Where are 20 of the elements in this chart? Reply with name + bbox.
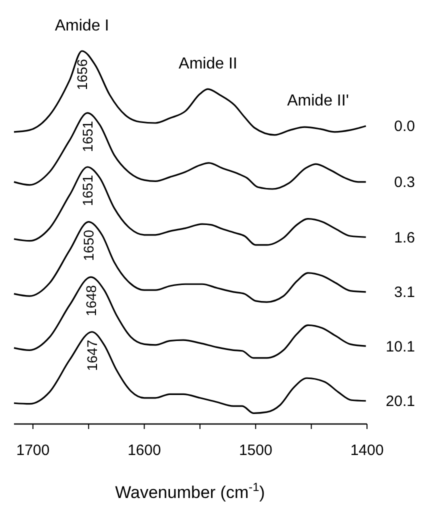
annotation: 1650 [80,230,97,261]
annotation: 1651 [79,174,96,206]
annotation: 1656 [74,58,90,90]
series-label: 20.1 [386,393,415,410]
x-axis-title: Wavenumber (cm$^{-1}$) [115,480,265,502]
series-label: 0.3 [394,174,415,192]
series-label: 3.1 [394,284,415,302]
x-tick-label: 1500 [238,442,272,459]
x-tick-label: 1600 [128,442,161,459]
x-tick-label: 1700 [16,442,50,459]
series-label: 1.6 [394,229,415,246]
annotation: Amide II [178,56,238,73]
x-tick-label: 1400 [350,442,384,459]
annotation: 1651 [79,120,96,152]
text: Amide I [54,18,110,35]
series-label: 10.1 [386,338,415,356]
annotation: Amide II' [287,92,349,110]
annotation: 1648 [82,284,99,316]
annotation: 1647 [84,340,100,372]
series-label: 0.0 [394,118,415,136]
